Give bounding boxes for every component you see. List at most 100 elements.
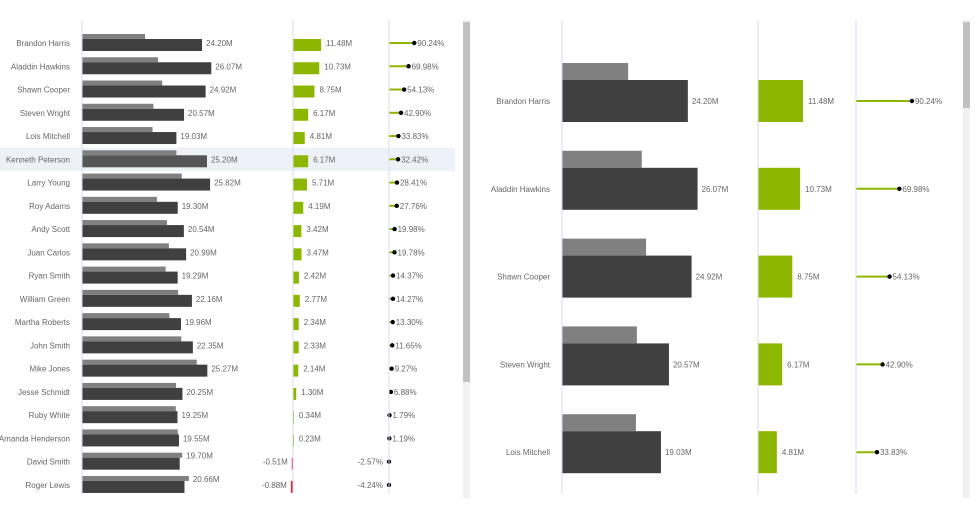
percent-label: 11.65% [395, 341, 422, 350]
delta-label: 3.42M [306, 225, 329, 234]
actual-value-bar [82, 480, 185, 493]
delta-label: 5.71M [312, 179, 335, 188]
delta-bar [293, 294, 300, 307]
actual-value-bar [82, 155, 207, 168]
delta-label: 6.17M [313, 155, 336, 164]
percent-label: 19.78% [398, 248, 425, 257]
value-label: 20.25M [186, 388, 213, 397]
percent-label: 90.24% [417, 39, 444, 48]
left-scrollbar-thumb[interactable] [463, 22, 470, 382]
previous-value-bar [82, 80, 163, 86]
delta-label: 0.34M [299, 411, 322, 420]
delta-label: 2.42M [304, 272, 327, 281]
percent-label: 6.88% [394, 388, 417, 397]
value-label: 19.55M [183, 434, 210, 443]
row-name-label: Shawn Cooper [17, 86, 70, 95]
previous-value-bar [82, 313, 170, 319]
row-name-label: Aladdin Hawkins [11, 62, 70, 71]
delta-bar [293, 248, 302, 261]
row-name-label: Kenneth Peterson [6, 155, 70, 164]
percent-dot [394, 203, 399, 209]
previous-value-bar [562, 238, 647, 256]
actual-value-bar [82, 457, 180, 470]
percent-dot [398, 110, 404, 115]
delta-bar [758, 343, 783, 386]
delta-bar [293, 201, 304, 214]
delta-label: 0.23M [299, 434, 322, 443]
delta-bar [293, 225, 302, 238]
percent-dot [406, 64, 411, 69]
row-name-label: Aladdin Hawkins [491, 185, 550, 194]
previous-value-bar [82, 243, 169, 249]
value-label: 25.20M [211, 155, 238, 164]
row-name-label: Larry Young [27, 179, 70, 188]
left-scrollbar[interactable] [463, 20, 470, 498]
percent-label: -2.57% [358, 458, 383, 467]
actual-value-bar [82, 434, 179, 447]
value-label: 19.03M [180, 132, 207, 141]
value-label: 20.57M [188, 109, 215, 118]
right-scrollbar[interactable] [963, 20, 970, 498]
percent-dot [388, 389, 394, 395]
percent-label: 1.79% [393, 411, 416, 420]
row-name-label: Steven Wright [500, 360, 551, 369]
percent-label: 13.30% [396, 318, 423, 327]
right-scrollbar-thumb[interactable] [963, 22, 970, 108]
row-name-label: Lois Mitchell [26, 132, 70, 141]
row-name-label: Ruby White [29, 411, 71, 420]
previous-value-bar [82, 127, 153, 133]
actual-value-bar [82, 271, 178, 284]
actual-value-bar [82, 39, 203, 51]
percent-label: 69.98% [902, 185, 929, 194]
delta-bar [758, 167, 801, 210]
actual-value-bar [562, 431, 661, 474]
actual-value-bar [82, 387, 183, 400]
value-label: 22.16M [196, 295, 223, 304]
value-label: 19.30M [182, 202, 209, 211]
left-chart: Brandon Harris 24.20M 11.48M 90.24% Aladdin … [0, 20, 455, 494]
delta-label: 2.14M [303, 365, 326, 374]
delta-label: 6.17M [313, 109, 336, 118]
delta-bar [758, 255, 793, 298]
actual-value-bar [562, 80, 688, 122]
actual-value-bar [82, 225, 184, 238]
delta-label: -0.88M [262, 481, 287, 490]
delta-bar [293, 155, 309, 168]
delta-label: 10.73M [324, 62, 351, 71]
delta-label: 10.73M [805, 185, 832, 194]
actual-value-bar [82, 85, 206, 98]
previous-value-bar [82, 452, 183, 458]
actual-value-bar [82, 178, 211, 191]
row-name-label: Amanda Henderson [0, 434, 70, 443]
previous-value-bar [82, 289, 179, 295]
delta-bar [758, 431, 777, 474]
percent-dot [390, 296, 396, 302]
delta-label: 2.33M [304, 341, 327, 350]
delta-label: 11.48M [808, 97, 834, 106]
actual-value-bar [82, 364, 208, 377]
delta-label: 1.30M [301, 388, 324, 397]
delta-bar [293, 85, 315, 98]
row-name-label: Andy Scott [31, 225, 70, 234]
percent-dot [897, 186, 902, 191]
percent-dot [390, 273, 396, 278]
actual-value-bar [82, 318, 182, 331]
percent-label: 1.19% [392, 434, 415, 443]
previous-value-bar [82, 336, 182, 342]
actual-value-bar [82, 201, 178, 214]
right-chart-panel: Brandon Harris 24.20M 11.48M 90.24% Aladdin … [470, 0, 980, 504]
percent-dot [387, 412, 392, 418]
previous-value-bar [82, 382, 176, 388]
value-label: 22.35M [197, 341, 224, 350]
row-name-label: Shawn Cooper [497, 273, 550, 282]
actual-value-bar [82, 108, 185, 121]
previous-value-bar [82, 103, 154, 109]
row-name-label: Roger Lewis [26, 481, 70, 490]
previous-value-bar [82, 150, 177, 156]
percent-label: 28.41% [400, 179, 427, 188]
row-name-label: Brandon Harris [16, 39, 70, 48]
percent-label: -4.24% [358, 481, 383, 490]
value-label: 20.57M [673, 360, 700, 369]
percent-dot [392, 226, 397, 232]
percent-label: 33.83% [401, 132, 428, 141]
